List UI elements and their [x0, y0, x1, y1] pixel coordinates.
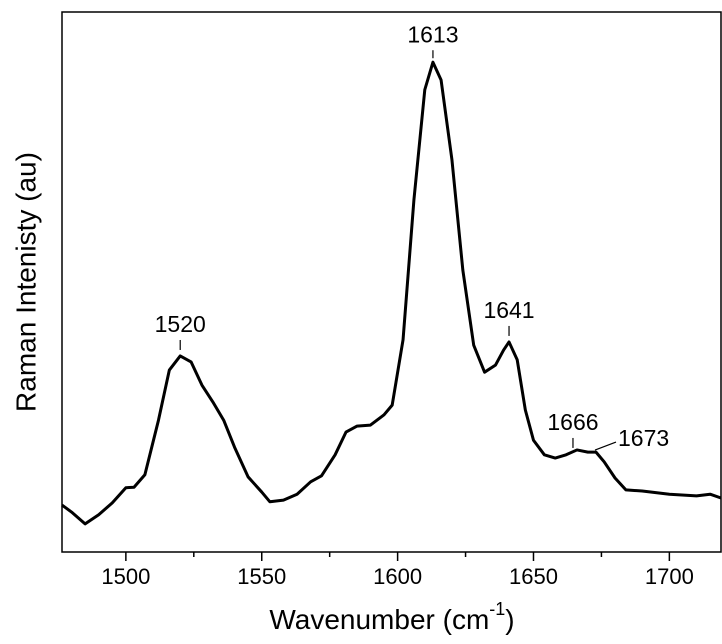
x-tick-label: 1650	[509, 564, 558, 589]
annotation: 1613	[407, 21, 458, 47]
annotation: 1673	[618, 425, 669, 451]
x-tick-label: 1600	[373, 564, 422, 589]
annotation: 1641	[483, 297, 534, 323]
x-axis-label-text: Wavenumber (cm	[269, 604, 489, 635]
x-tick-label: 1700	[645, 564, 694, 589]
annotation: 1666	[547, 409, 598, 435]
spectrum-line	[61, 60, 722, 526]
plot-frame	[61, 11, 722, 553]
y-axis-label: Raman Intenisty (au)	[10, 152, 41, 412]
annotation-leader	[594, 441, 617, 451]
x-axis-label-sup: -1	[489, 599, 505, 619]
x-axis-label-end: )	[505, 604, 514, 635]
annotation: 1520	[155, 311, 206, 337]
x-tick-label: 1550	[237, 564, 286, 589]
x-tick-label: 1500	[101, 564, 150, 589]
x-axis-label: Wavenumber (cm-1)	[269, 599, 514, 636]
